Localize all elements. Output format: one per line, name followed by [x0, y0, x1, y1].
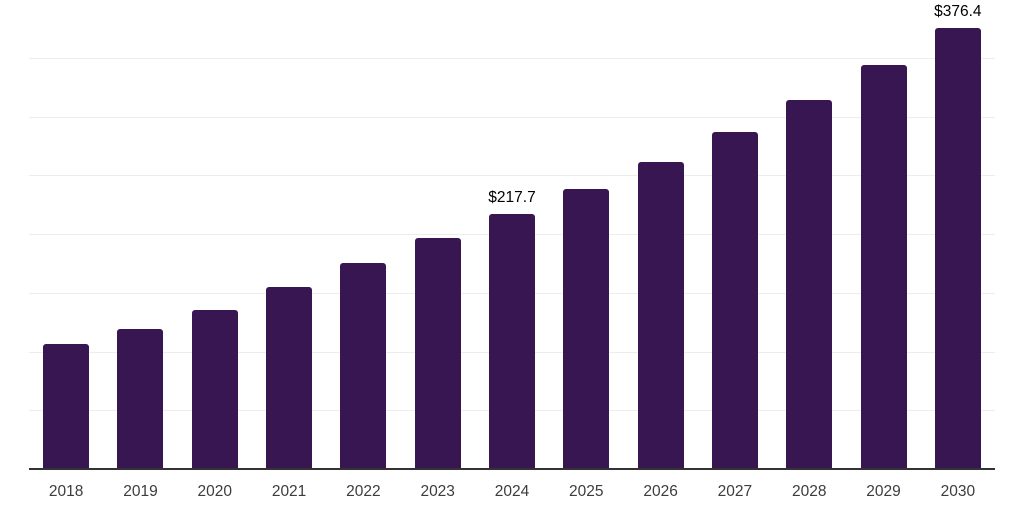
plot-area: $217.7 $376.4: [29, 0, 995, 470]
x-tick-2022: 2022: [346, 483, 381, 500]
x-tick-2023: 2023: [420, 483, 455, 500]
bar-2021: [266, 287, 313, 470]
x-axis-line: [29, 468, 995, 470]
gridline-250: [29, 175, 995, 177]
data-label-2030: $376.4: [934, 2, 982, 20]
bar-2025: [563, 189, 610, 470]
x-tick-2025: 2025: [569, 483, 604, 500]
data-label-2024: $217.7: [488, 189, 536, 207]
bar-2019: [117, 329, 164, 470]
x-tick-2020: 2020: [197, 483, 233, 500]
x-tick-2018: 2018: [48, 483, 84, 500]
bar-2029: [860, 64, 907, 470]
bar-2030: [934, 27, 981, 470]
gridline-350: [29, 57, 995, 59]
x-tick-2024: 2024: [494, 483, 530, 500]
bar-2024: [489, 214, 535, 470]
x-tick-2021: 2021: [271, 483, 307, 500]
bar-2022: [340, 262, 387, 470]
bar-2020: [191, 309, 238, 470]
x-tick-2028: 2028: [791, 483, 827, 500]
bar-2026: [637, 162, 684, 470]
x-tick-2029: 2029: [866, 483, 901, 500]
x-tick-2027: 2027: [717, 483, 753, 500]
gridline-300: [29, 116, 995, 118]
x-tick-2019: 2019: [123, 483, 158, 500]
bar-2018: [43, 344, 90, 470]
bar-2023: [414, 238, 461, 470]
bar-2028: [786, 100, 833, 470]
bar-2027: [711, 131, 758, 470]
x-tick-2026: 2026: [643, 483, 678, 500]
x-axis-tick-labels: 2018 2019 2020 2021 2022 2023 2024 2025 2026 2027…: [29, 470, 995, 512]
x-tick-2030: 2030: [940, 483, 976, 500]
